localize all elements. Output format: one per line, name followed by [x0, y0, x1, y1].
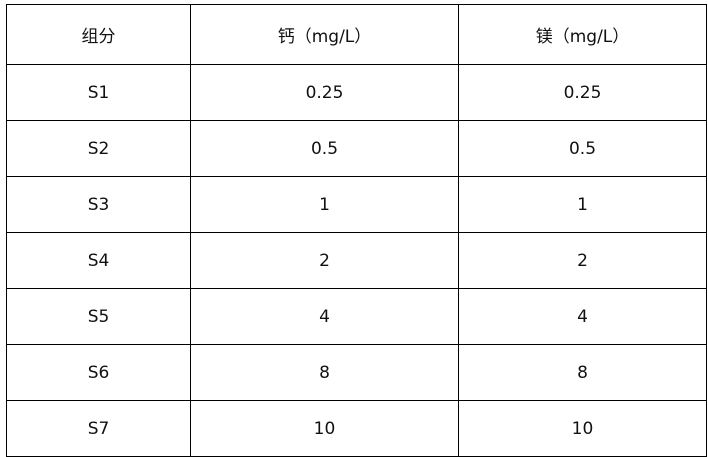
table-cell: S7: [6, 400, 191, 457]
header-cell: 钙（mg/L）: [190, 4, 459, 65]
table-cell: 2: [458, 232, 707, 289]
data-table: 组分 钙（mg/L） 镁（mg/L） S1 0.25 0.25 S2 0.5 0.5 S3 1 1 S4…: [6, 4, 707, 457]
table-row: S4 2 2: [6, 232, 707, 289]
table-cell: S1: [6, 64, 191, 121]
table-cell: S5: [6, 288, 191, 345]
table-row: S5 4 4: [6, 288, 707, 345]
table-body: 组分 钙（mg/L） 镁（mg/L） S1 0.25 0.25 S2 0.5 0.5 S3 1 1 S4…: [6, 4, 707, 457]
table-cell: 1: [458, 176, 707, 233]
table-row: S6 8 8: [6, 344, 707, 401]
header-row: 组分 钙（mg/L） 镁（mg/L）: [6, 4, 707, 65]
table-row: S7 10 10: [6, 400, 707, 457]
header-cell: 组分: [6, 4, 191, 65]
table-cell: 2: [190, 232, 459, 289]
table-cell: 0.5: [458, 120, 707, 177]
table-row: S1 0.25 0.25: [6, 64, 707, 121]
table-cell: 0.5: [190, 120, 459, 177]
table-row: S3 1 1: [6, 176, 707, 233]
table-cell: 0.25: [458, 64, 707, 121]
table-cell: S3: [6, 176, 191, 233]
table-cell: 8: [458, 344, 707, 401]
table-cell: 10: [190, 400, 459, 457]
table-cell: 8: [190, 344, 459, 401]
table-row: S2 0.5 0.5: [6, 120, 707, 177]
table-cell: 4: [190, 288, 459, 345]
table-cell: 4: [458, 288, 707, 345]
table-cell: S4: [6, 232, 191, 289]
table-cell: 10: [458, 400, 707, 457]
header-cell: 镁（mg/L）: [458, 4, 707, 65]
table-cell: S2: [6, 120, 191, 177]
table-cell: 0.25: [190, 64, 459, 121]
table-cell: S6: [6, 344, 191, 401]
table-cell: 1: [190, 176, 459, 233]
